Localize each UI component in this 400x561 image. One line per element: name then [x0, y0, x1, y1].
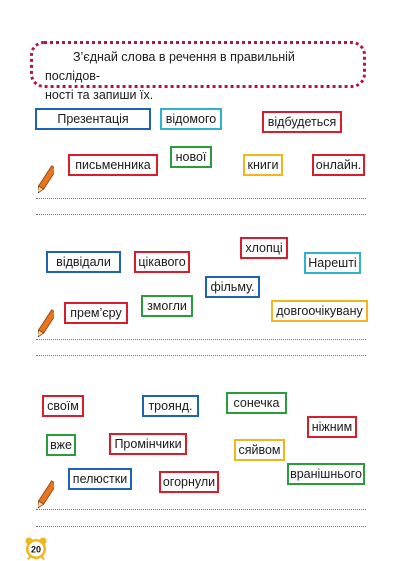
word-card[interactable]: ніжним [307, 416, 357, 438]
word-card[interactable]: нової [170, 146, 212, 168]
word-card[interactable]: довгоочікувану [271, 300, 368, 322]
task-instruction: З’єднай слова в речення в правильній пос… [30, 41, 366, 102]
word-card[interactable]: пелюстки [68, 468, 132, 490]
word-card[interactable]: змогли [141, 295, 193, 317]
word-card[interactable]: троянд. [142, 395, 199, 417]
pencil-icon [38, 480, 54, 510]
word-card[interactable]: своїм [42, 395, 84, 417]
writing-line[interactable] [36, 339, 366, 340]
word-card[interactable]: сяйвом [234, 439, 285, 461]
word-card[interactable]: вранішнього [287, 463, 365, 485]
word-card[interactable]: Промінчики [109, 433, 187, 455]
word-card[interactable]: онлайн. [312, 154, 365, 176]
word-card[interactable]: книги [243, 154, 283, 176]
word-card[interactable]: відомого [160, 108, 222, 130]
word-card[interactable]: хлопці [240, 237, 288, 259]
writing-line[interactable] [36, 526, 366, 527]
word-card[interactable]: фільму. [205, 276, 260, 298]
task-line-1: З’єднай слова в речення в правильній пос… [45, 50, 295, 83]
word-card[interactable]: відбудеться [262, 111, 342, 133]
word-card[interactable]: письменника [68, 154, 158, 176]
writing-line[interactable] [36, 198, 366, 199]
word-card[interactable]: Презентація [35, 108, 151, 130]
writing-line[interactable] [36, 355, 366, 356]
writing-line[interactable] [36, 214, 366, 215]
page-number: 20 [31, 545, 41, 555]
pencil-icon [38, 165, 54, 195]
word-card[interactable]: Нарешті [304, 252, 361, 274]
word-card[interactable]: цікавого [134, 251, 190, 273]
word-card[interactable]: сонечка [226, 392, 287, 414]
word-card[interactable]: прем’єру [64, 302, 128, 324]
pencil-icon [38, 309, 54, 339]
task-line-2: ності та запиши їх. [45, 88, 154, 102]
word-card[interactable]: огорнули [159, 471, 219, 493]
word-card[interactable]: відвідали [46, 251, 121, 273]
writing-line[interactable] [36, 509, 366, 510]
page-number-clock: 20 [25, 537, 47, 560]
word-card[interactable]: вже [46, 434, 76, 456]
